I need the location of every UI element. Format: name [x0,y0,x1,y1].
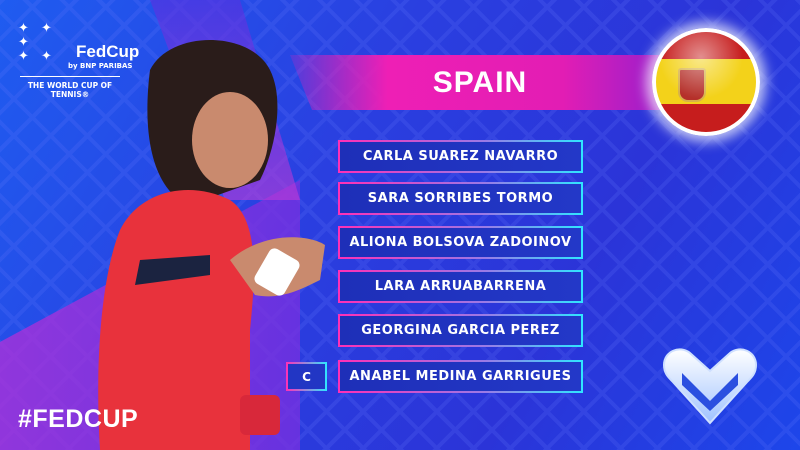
player-name: GEORGINA GARCIA PEREZ [340,316,581,345]
hashtag: #FEDCUP [18,405,139,433]
captain-badge: C [286,362,327,391]
logo-sponsor: by BNP PARIBAS [68,62,133,70]
player-shirt [98,190,254,450]
player-name: LARA ARRUABARRENA [340,272,581,301]
player-name: CARLA SUAREZ NAVARRO [340,142,581,171]
player-name-box: SARA SORRIBES TORMO [338,182,583,215]
player-name: ALIONA BOLSOVA ZADOINOV [340,228,581,257]
player-name-box: CARLA SUAREZ NAVARRO [338,140,583,173]
player-name-box: GEORGINA GARCIA PEREZ [338,314,583,347]
fedcup-logo: ✦ ✦ ✦ ✦ ✦ FedCup by BNP PARIBAS THE WORLD… [16,22,146,112]
player-name-box: ANABEL MEDINA GARRIGUES [338,360,583,393]
player-name-box: LARA ARRUABARRENA [338,270,583,303]
player-name: SARA SORRIBES TORMO [340,184,581,213]
player-face [192,92,268,188]
wristband [254,248,300,296]
country-title: SPAIN [432,66,528,99]
logo-brand: FedCup [76,42,140,61]
logo-tagline: THE WORLD CUP OF TENNIS® [27,81,113,99]
player-name-box: ALIONA BOLSOVA ZADOINOV [338,226,583,259]
heart-chevron-icon [662,348,758,425]
player-photo [98,40,325,450]
stars-icon: ✦ ✦ ✦ ✦ ✦ [18,21,56,64]
player-sleeve [135,255,210,285]
logo-divider [20,76,120,77]
spain-flag-icon [652,28,760,136]
wristband-lower [240,395,280,435]
country-banner: SPAIN [290,55,680,110]
player-name: ANABEL MEDINA GARRIGUES [340,362,581,391]
captain-label: C [288,364,325,389]
flag-shine [656,32,756,132]
